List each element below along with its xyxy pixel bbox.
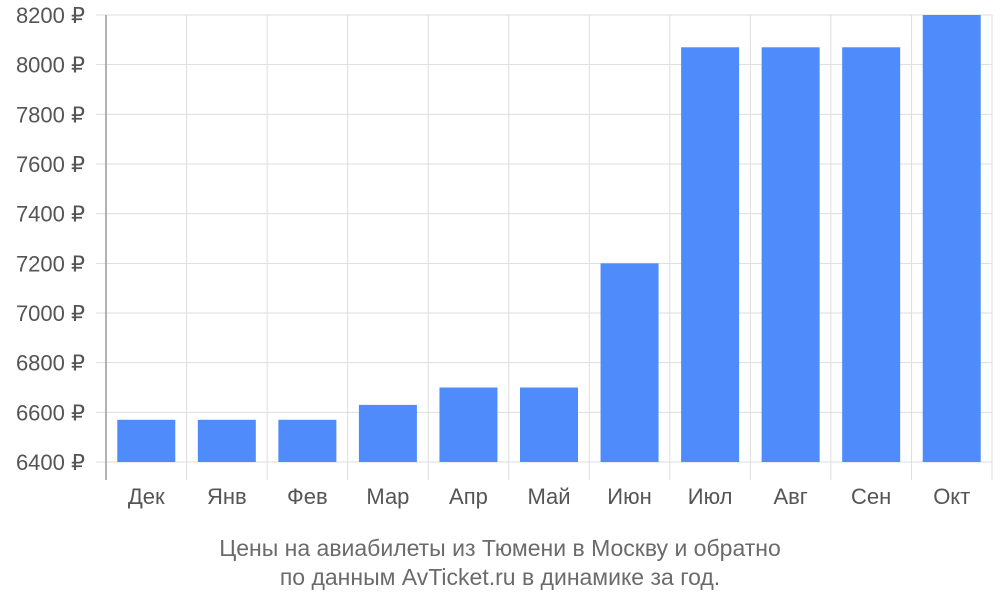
y-tick-label: 6800 ₽ xyxy=(16,351,85,376)
chart-caption-line-1: Цены на авиабилеты из Тюмени в Москву и … xyxy=(219,535,781,561)
x-tick-label: Авг xyxy=(773,484,807,509)
y-tick-label: 8000 ₽ xyxy=(16,53,85,78)
y-tick-label: 7600 ₽ xyxy=(16,152,85,177)
y-tick-label: 8200 ₽ xyxy=(16,3,85,28)
y-tick-label: 7000 ₽ xyxy=(16,301,85,326)
bar xyxy=(842,47,901,463)
x-tick-label: Апр xyxy=(449,484,488,509)
bar xyxy=(358,404,417,462)
y-tick-label: 6400 ₽ xyxy=(16,450,85,475)
bar xyxy=(600,263,659,462)
bar xyxy=(761,47,820,463)
bar xyxy=(197,419,256,462)
y-tick-label: 6600 ₽ xyxy=(16,400,85,425)
x-tick-label: Май xyxy=(527,484,570,509)
bar xyxy=(922,15,981,462)
bar xyxy=(278,419,337,462)
y-tick-label: 7200 ₽ xyxy=(16,251,85,276)
x-tick-label: Фев xyxy=(287,484,328,509)
x-tick-label: Янв xyxy=(207,484,247,509)
x-tick-label: Сен xyxy=(851,484,891,509)
bar xyxy=(520,387,578,462)
bar xyxy=(117,419,176,462)
x-tick-label: Мар xyxy=(366,484,409,509)
y-tick-label: 7400 ₽ xyxy=(16,202,85,227)
bar xyxy=(681,47,740,463)
chart-caption-line-2: по данным AvTicket.ru в динамике за год. xyxy=(279,564,721,590)
y-tick-label: 7800 ₽ xyxy=(16,102,85,127)
x-tick-label: Июл xyxy=(688,484,733,509)
bar xyxy=(439,387,498,462)
x-tick-label: Окт xyxy=(933,484,970,509)
x-tick-label: Дек xyxy=(128,484,165,509)
x-tick-label: Июн xyxy=(607,484,651,509)
